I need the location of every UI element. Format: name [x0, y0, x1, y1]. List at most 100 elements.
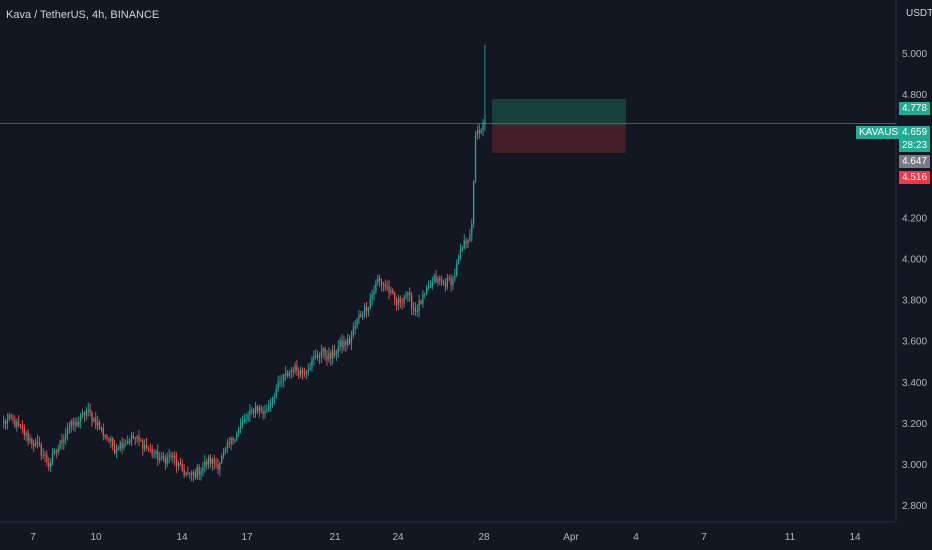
- candle-body: [104, 435, 106, 437]
- candle-body: [72, 420, 74, 426]
- candle-body: [341, 340, 343, 347]
- candle-body: [473, 181, 475, 224]
- candle-body: [439, 278, 441, 281]
- candle-body: [433, 275, 435, 282]
- candle-body: [16, 421, 18, 427]
- candle-body: [91, 413, 93, 422]
- candle-body: [221, 455, 223, 463]
- candle-body: [70, 420, 72, 427]
- candle-body: [36, 441, 39, 443]
- candle-body: [48, 462, 50, 467]
- candle-body: [369, 299, 371, 308]
- candle-body: [292, 370, 294, 372]
- time-axis[interactable]: 7 10 14 17 21 24 28 Apr 4 7 11 14: [30, 532, 861, 543]
- candle-body: [162, 456, 165, 459]
- candle-body: [333, 350, 336, 356]
- candle-body: [50, 462, 52, 467]
- candle-body: [185, 472, 187, 476]
- candle-body: [236, 434, 238, 440]
- candle-body: [482, 122, 484, 131]
- candle-body: [8, 414, 10, 420]
- target-price-tag: 4.778: [899, 102, 931, 115]
- candle-body: [81, 412, 84, 415]
- candle-body: [177, 463, 180, 466]
- candle-body: [136, 436, 138, 439]
- candle-body: [431, 281, 433, 287]
- candle-body: [192, 472, 195, 475]
- long-position-tool[interactable]: [492, 99, 626, 153]
- candle-body: [213, 458, 215, 464]
- candle-body: [410, 295, 413, 309]
- candle-body: [350, 335, 353, 344]
- candle-body: [332, 350, 334, 360]
- candle-body: [320, 351, 323, 357]
- candle-body: [243, 419, 245, 423]
- candle-body: [153, 453, 155, 455]
- candle-body: [34, 441, 37, 447]
- candle-body: [322, 348, 324, 352]
- candle-body: [405, 294, 407, 297]
- candle-body: [46, 455, 48, 463]
- candle-body: [480, 130, 482, 134]
- candle-body: [316, 355, 319, 358]
- candle-body: [31, 438, 33, 445]
- candle-body: [76, 421, 78, 427]
- candle-body: [68, 426, 71, 429]
- candle-body: [457, 258, 460, 264]
- candle-body: [435, 275, 437, 283]
- candle-body: [362, 315, 364, 317]
- candle-body: [98, 422, 101, 429]
- candle-body: [286, 373, 289, 376]
- candle-body: [61, 440, 63, 444]
- candle-body: [397, 298, 400, 306]
- candle-body: [258, 407, 260, 412]
- candle-body: [471, 223, 473, 236]
- candle-body: [277, 381, 279, 390]
- price-tick-label: 5.000: [902, 49, 927, 60]
- candle-body: [206, 461, 208, 465]
- candle-body: [149, 448, 151, 450]
- candle-body: [23, 429, 25, 436]
- candle-body: [166, 456, 168, 464]
- candle-body: [140, 440, 142, 442]
- candle-body: [74, 421, 76, 426]
- candle-body: [467, 240, 469, 244]
- candle-body: [437, 278, 439, 283]
- loss-zone[interactable]: [492, 125, 626, 153]
- candle-body: [117, 449, 119, 451]
- time-tick-label: 7: [701, 532, 707, 543]
- candle-body: [159, 458, 161, 461]
- candle-body: [301, 370, 304, 374]
- candle-body: [89, 409, 91, 414]
- profit-zone[interactable]: [492, 99, 626, 126]
- candle-body: [373, 290, 375, 295]
- candle-body: [125, 443, 127, 445]
- candle-body: [40, 444, 42, 456]
- candle-body: [110, 438, 112, 442]
- candle-body: [283, 374, 285, 381]
- candle-body: [347, 338, 349, 345]
- candle-body: [217, 464, 219, 470]
- candle-body: [174, 455, 176, 460]
- candle-body: [113, 446, 116, 453]
- candle-body: [379, 278, 381, 281]
- candle-body: [377, 278, 379, 283]
- price-tick-label: 3.600: [902, 337, 927, 348]
- candle-body: [371, 294, 373, 300]
- candle-body: [386, 286, 388, 288]
- candle-body: [175, 459, 178, 466]
- price-tick-label: 3.800: [902, 296, 927, 307]
- candle-body: [456, 263, 458, 276]
- candle-body: [228, 442, 230, 444]
- candle-body: [335, 352, 338, 356]
- candle-body: [27, 432, 29, 441]
- candle-body: [164, 458, 166, 464]
- candle-body: [127, 441, 129, 444]
- candle-body: [209, 456, 212, 464]
- chart-title: Kava / TetherUS, 4h, BINANCE: [6, 9, 160, 21]
- price-tick-label: 4.800: [902, 90, 927, 101]
- candle-body: [358, 314, 360, 320]
- candle-body: [145, 444, 148, 448]
